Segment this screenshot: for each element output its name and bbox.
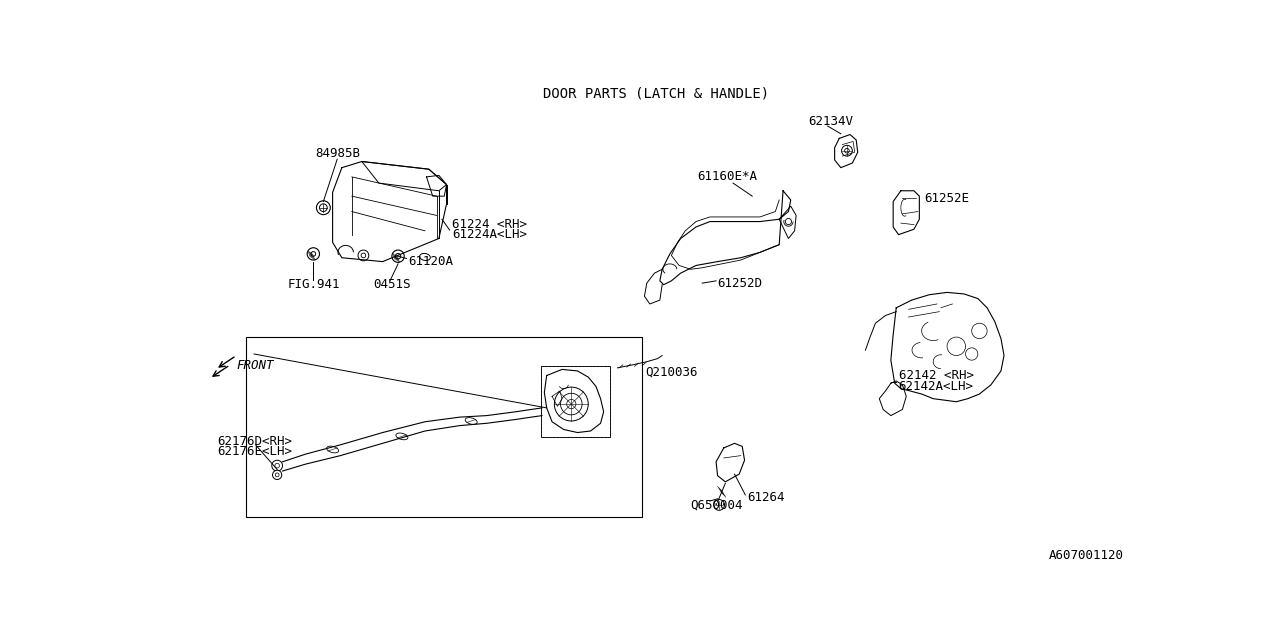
Text: 62176E<LH>: 62176E<LH> [218, 445, 292, 458]
Text: 84985B: 84985B [316, 147, 361, 160]
Circle shape [845, 148, 849, 153]
Text: 61264: 61264 [746, 491, 785, 504]
Circle shape [361, 253, 366, 258]
Text: A607001120: A607001120 [1050, 549, 1124, 563]
Text: 62142 <RH>: 62142 <RH> [899, 369, 974, 382]
Text: 0451S: 0451S [374, 278, 411, 291]
Circle shape [786, 218, 791, 225]
Circle shape [273, 470, 282, 479]
Text: 62134V: 62134V [809, 115, 854, 128]
Text: FRONT: FRONT [237, 359, 274, 372]
Circle shape [972, 323, 987, 339]
Circle shape [396, 253, 401, 259]
Text: 62176D<RH>: 62176D<RH> [218, 435, 292, 447]
Circle shape [320, 204, 328, 212]
Text: 61160E*A: 61160E*A [698, 170, 758, 184]
Text: 62142A<LH>: 62142A<LH> [899, 380, 974, 393]
Circle shape [275, 463, 279, 468]
Bar [540, 365, 609, 437]
Text: Q650004: Q650004 [690, 499, 742, 511]
Circle shape [567, 399, 576, 409]
Text: 61120A: 61120A [408, 255, 453, 268]
Text: DOOR PARTS (LATCH & HANDLE): DOOR PARTS (LATCH & HANDLE) [543, 87, 769, 100]
Circle shape [316, 201, 330, 214]
Text: FIG.941: FIG.941 [288, 278, 340, 291]
Circle shape [311, 252, 316, 256]
Circle shape [271, 460, 283, 471]
Circle shape [392, 250, 404, 262]
Text: 61252E: 61252E [924, 192, 969, 205]
Circle shape [965, 348, 978, 360]
Circle shape [841, 145, 852, 156]
Text: Q210036: Q210036 [645, 366, 698, 379]
Bar [246, 337, 643, 517]
Text: 61252D: 61252D [718, 276, 763, 290]
Circle shape [714, 500, 724, 510]
Circle shape [307, 248, 320, 260]
Circle shape [561, 393, 582, 415]
Text: 61224 <RH>: 61224 <RH> [452, 218, 527, 231]
Circle shape [554, 387, 589, 421]
Circle shape [275, 473, 279, 477]
Circle shape [358, 250, 369, 261]
Text: 61224A<LH>: 61224A<LH> [452, 228, 527, 241]
Circle shape [947, 337, 965, 356]
